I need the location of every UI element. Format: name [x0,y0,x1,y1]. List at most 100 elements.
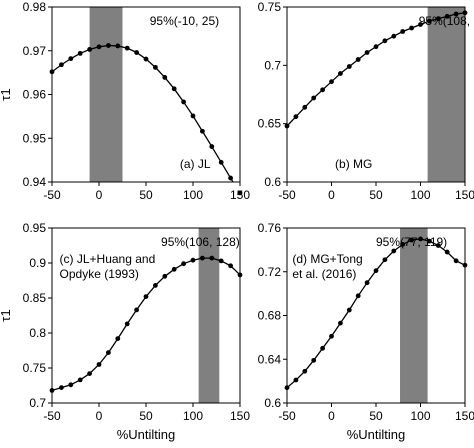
x-axis-title: %Untilting [117,427,176,442]
data-point [373,268,379,274]
data-point [162,75,168,80]
data-point [418,236,423,242]
data-point [228,175,234,181]
data-point [59,385,64,390]
data-point [153,64,158,70]
data-point [134,307,140,313]
data-point [237,190,243,196]
data-point [329,333,334,339]
data-point [391,248,397,254]
y-tick-label: 0.6 [264,396,281,410]
interval-annotation: 95%(77, 119) [376,235,447,249]
x-tick-label: -50 [43,409,61,423]
x-axis-title: %Untilting [347,427,406,442]
data-point [171,86,177,92]
x-tick-label: 0 [96,188,103,202]
interval-annotation: 95%(108, 150) [419,14,474,28]
x-tick-label: 0 [96,409,103,423]
interval-annotation: 95%(106, 128) [161,235,240,249]
x-tick-label: 150 [455,409,474,423]
data-point [302,104,308,110]
data-point [338,71,343,76]
data-point [209,144,215,149]
panel-2: -50 0 50 100 150 0.6 0.65 0.7 0.75 95%(108, 150) (… [258,0,474,202]
x-tick-label: -50 [278,409,296,423]
panel-label: (c) JL+Huang and [60,252,156,266]
data-point [418,22,423,27]
data-point [293,114,299,120]
y-axis-title: τ1 [0,88,13,100]
data-point [115,336,121,341]
data-point [302,368,308,374]
x-tick-label: -50 [278,188,296,202]
data-point [77,377,83,383]
data-point [190,113,196,119]
data-point [355,57,361,62]
x-tick-label: 50 [369,188,383,202]
x-tick-label: 100 [183,409,203,423]
x-tick-label: 100 [410,188,430,202]
confidence-band [89,7,123,182]
data-point [320,87,325,93]
data-point [87,371,92,376]
y-tick-label: 0.7 [264,58,281,72]
y-tick-label: 0.96 [23,88,47,102]
data-point [444,249,450,255]
y-tick-label: 0.64 [258,352,282,366]
data-point [427,18,432,24]
y-tick-label: 0.68 [258,309,282,323]
panel-4: -50 0 50 100 150 0.6 0.64 0.68 0.72 0.76 %Untiltin… [258,221,474,442]
y-axis-title: τ1 [0,309,13,321]
data-point [293,377,299,383]
data-point [200,128,205,134]
data-point [218,258,224,264]
data-point [400,242,406,247]
data-point [320,345,325,351]
panel-label: (d) MG+Tong [292,252,362,266]
x-tick-label: 0 [328,188,335,202]
data-point [218,159,224,165]
data-point [435,16,441,22]
data-point [162,273,168,279]
confidence-band [400,228,428,403]
data-point [409,25,414,31]
data-point [143,56,149,62]
panel-3: -50 0 50 100 150 0.7 0.75 0.8 0.85 0.9 0.95 τ1 %Unti… [0,221,250,442]
data-point [373,44,379,50]
y-tick-label: 0.76 [258,221,282,235]
data-point [77,50,83,56]
data-point [181,99,187,105]
data-point [68,382,74,388]
interval-annotation: 95%(-10, 25) [150,14,219,28]
data-point [311,357,317,363]
x-tick-label: 50 [139,409,153,423]
x-tick-label: 150 [230,409,250,423]
y-tick-label: 0.97 [23,44,47,58]
data-point [400,29,406,34]
data-point [346,64,352,69]
y-tick-label: 0.75 [258,0,282,14]
x-tick-label: 50 [139,188,153,202]
data-point [209,255,215,261]
y-tick-label: 0.94 [23,175,47,189]
data-point [134,50,140,55]
data-point [409,237,414,243]
panel-label: Opdyke (1993) [60,267,139,281]
y-tick-label: 0.72 [258,265,282,279]
y-tick-label: 0.7 [29,396,46,410]
panel-label: (a) JL [180,157,211,171]
data-point [338,320,343,326]
x-tick-label: -50 [43,188,61,202]
data-point [59,62,64,68]
data-point [143,294,149,299]
data-point [453,11,459,17]
data-point [153,283,158,288]
x-tick-label: 150 [230,188,250,202]
data-point [115,43,121,49]
data-point [106,43,111,48]
data-point [364,280,370,286]
y-tick-label: 0.95 [23,131,47,145]
data-point [311,95,317,101]
data-point [87,47,92,52]
